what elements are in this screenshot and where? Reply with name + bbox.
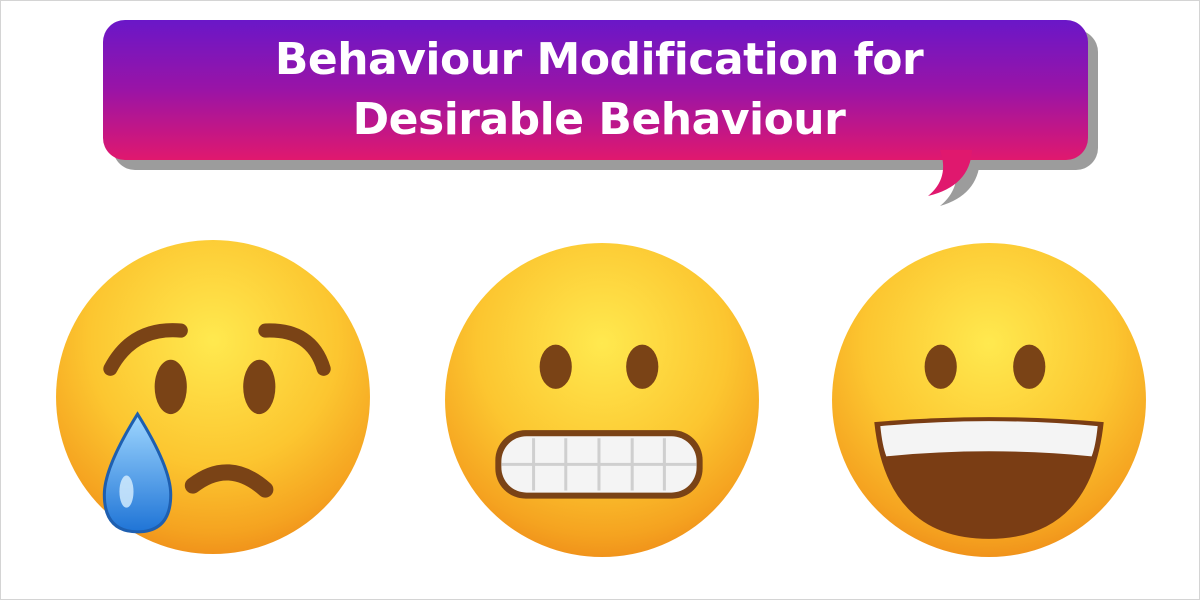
smiling-face-open-mouth-icon	[832, 243, 1146, 557]
slide-title: Behaviour Modification for Desirable Beh…	[120, 30, 1078, 150]
title-line-2: Desirable Behaviour	[352, 94, 846, 145]
crying-face-icon	[56, 240, 370, 554]
speech-bubble-banner	[103, 20, 1098, 206]
grimacing-face-icon	[445, 243, 759, 557]
title-line-1: Behaviour Modification for	[274, 34, 924, 85]
